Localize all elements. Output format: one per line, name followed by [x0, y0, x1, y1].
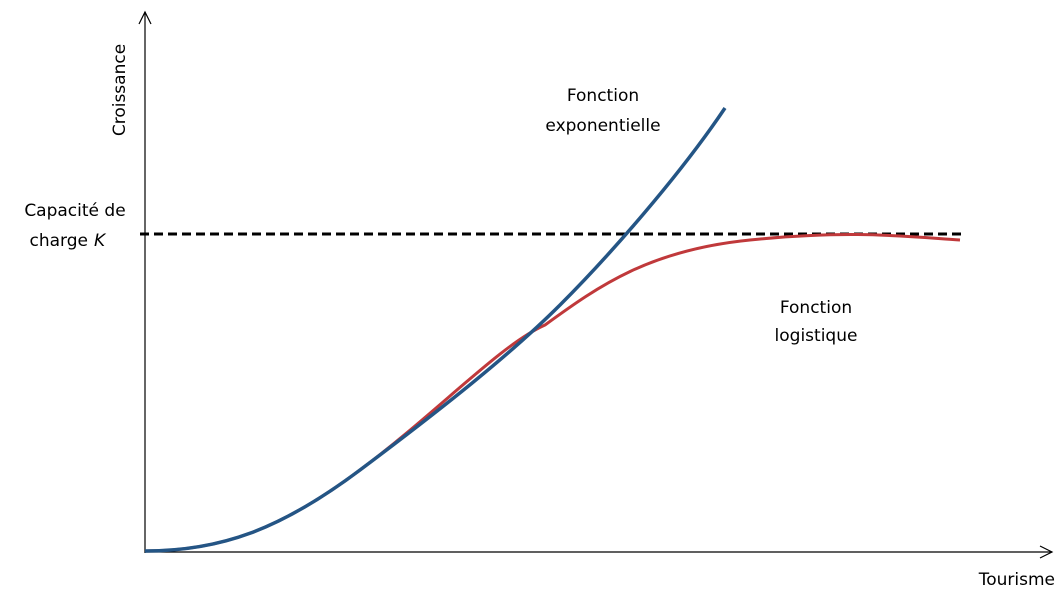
- exponential-label: Fonction: [567, 86, 639, 106]
- logistic-curve: [144, 233, 961, 553]
- y-axis-arrow: [138, 10, 152, 25]
- logistic-label: logistique: [775, 326, 858, 346]
- capacity-symbol: K: [94, 231, 107, 251]
- exponential-curve: [144, 107, 727, 553]
- x-axis-arrow: [1039, 545, 1054, 559]
- x-axis-label: Tourisme: [978, 570, 1055, 590]
- exponential-label: exponentielle: [545, 116, 660, 136]
- logistic-label: Fonction: [780, 298, 852, 318]
- capacity-label: charge: [30, 231, 88, 251]
- y-axis-label: Croissance: [110, 44, 130, 136]
- capacity-label: Capacité de: [24, 201, 125, 221]
